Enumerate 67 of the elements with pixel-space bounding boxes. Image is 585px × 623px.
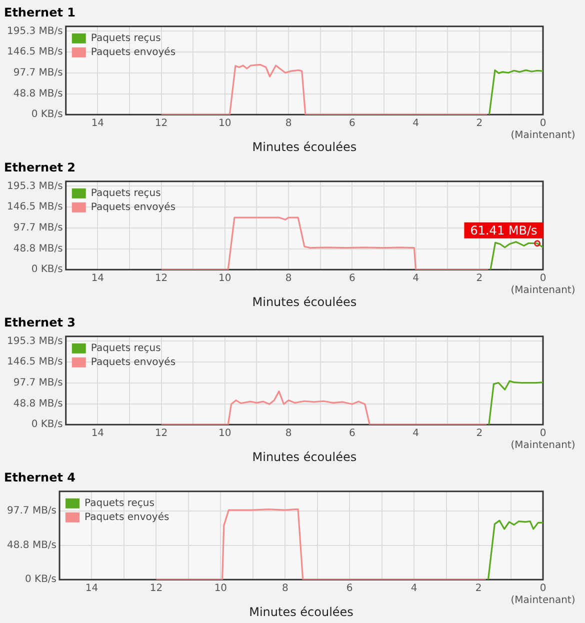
x-tick-label: 8 — [285, 273, 292, 284]
y-tick-label: 0 KB/s — [31, 264, 63, 276]
x-tick-label: 6 — [348, 118, 356, 130]
y-tick-label: 146.5 MB/s — [7, 46, 63, 58]
x-tick-label: 4 — [412, 273, 419, 284]
chart-title: Ethernet 3 — [4, 315, 76, 330]
y-tick-label: 48.8 MB/s — [13, 88, 63, 100]
x-tick-label: 0 (Maintenant) — [510, 118, 576, 142]
chart-title: Ethernet 4 — [4, 470, 76, 484]
y-tick-label: 48.8 MB/s — [6, 540, 57, 551]
x-tick-label: 2 — [476, 118, 483, 130]
x-tick-label: 8 — [285, 428, 292, 440]
legend-label: Paquets reçus — [84, 498, 154, 509]
y-tick-label: 195.3 MB/s — [7, 336, 63, 347]
x-tick-label: 4 — [410, 583, 418, 594]
y-tick-label: 0 KB/s — [31, 419, 63, 430]
y-tick-label: 97.7 MB/s — [13, 377, 63, 388]
x-tick-label: 6 — [346, 583, 353, 594]
x-tick-label: 12 — [150, 583, 163, 594]
legend-label: Paquets reçus — [90, 188, 161, 199]
x-tick-label: 2 — [475, 583, 482, 594]
legend-label: Paquets reçus — [90, 32, 161, 44]
x-tick-label: 12 — [154, 118, 168, 130]
annotation: 61.41 MB/s — [470, 224, 538, 238]
x-tick-label: 14 — [91, 273, 104, 284]
y-tick-label: 97.7 MB/s — [13, 67, 63, 78]
x-tick-label: 2 — [476, 273, 483, 284]
x-tick-label: 10 — [218, 428, 232, 440]
x-axis-title: Minutes écoulées — [249, 604, 354, 619]
x-tick-label: 10 — [214, 583, 228, 594]
chart-title: Ethernet 1 — [4, 5, 76, 20]
x-tick-label: 10 — [218, 273, 232, 284]
x-tick-label: 12 — [154, 428, 168, 440]
y-tick-label: 146.5 MB/s — [7, 356, 63, 368]
legend-label: Paquets envoyés — [90, 356, 176, 368]
y-tick-label: 146.5 MB/s — [7, 202, 63, 213]
x-tick-label: 8 — [282, 583, 288, 594]
x-tick-label: 6 — [348, 428, 356, 440]
legend-label: Paquets reçus — [90, 342, 161, 354]
x-tick-label: 0 (Maintenant) — [510, 428, 576, 452]
y-tick-label: 195.3 MB/s — [7, 180, 63, 192]
x-tick-label: 14 — [91, 118, 104, 130]
y-tick-label: 48.8 MB/s — [13, 398, 63, 410]
chart-title: Ethernet 2 — [4, 160, 76, 174]
y-tick-label: 195.3 MB/s — [7, 26, 63, 37]
x-tick-label: 4 — [412, 428, 419, 440]
x-tick-label: 10 — [218, 118, 232, 130]
y-tick-label: 97.7 MB/s — [6, 506, 57, 517]
legend-label: Paquets envoyés — [90, 46, 176, 58]
y-tick-label: 0 KB/s — [31, 109, 63, 120]
x-tick-label: 0 (Maintenant) — [510, 273, 576, 296]
x-tick-label: 6 — [348, 273, 356, 284]
x-tick-label: 14 — [85, 583, 98, 594]
y-tick-label: 48.8 MB/s — [13, 243, 63, 254]
x-tick-label: 0 (Maintenant) — [510, 583, 576, 606]
x-axis-title: Minutes écoulées — [252, 140, 357, 154]
legend-label: Paquets envoyés — [90, 202, 176, 213]
legend-label: Paquets envoyés — [84, 512, 170, 523]
x-tick-label: 2 — [476, 428, 483, 440]
y-tick-label: 97.7 MB/s — [13, 222, 63, 234]
y-tick-label: 0 KB/s — [24, 574, 57, 586]
x-axis-title: Minutes écoulées — [252, 294, 357, 309]
x-tick-label: 4 — [412, 118, 419, 130]
x-tick-label: 14 — [91, 428, 104, 440]
x-tick-label: 12 — [154, 273, 168, 284]
x-tick-label: 8 — [285, 118, 292, 130]
x-axis-title: Minutes écoulées — [252, 450, 357, 464]
